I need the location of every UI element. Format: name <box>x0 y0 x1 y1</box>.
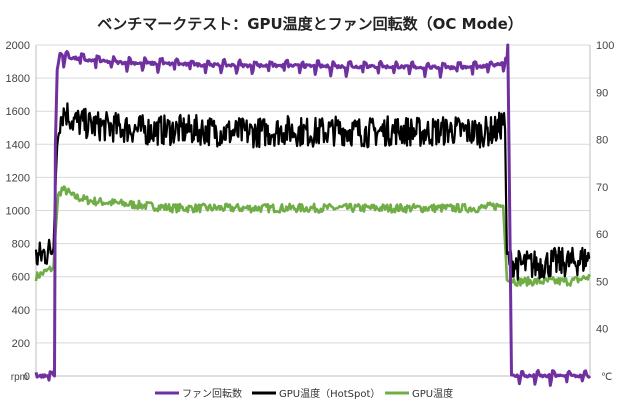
right-tick-label: 70 <box>596 182 608 194</box>
left-tick-label: 0 <box>24 371 30 383</box>
left-tick-label: 600 <box>12 272 30 284</box>
left-tick-label: 1800 <box>6 73 30 85</box>
right-tick-label: 80 <box>596 135 608 147</box>
legend: ファン回転数 GPU温度（HotSpot） GPU温度 <box>155 387 453 400</box>
gridlines <box>36 44 590 377</box>
axes: 0 200 400 600 800 1000 1200 1400 1600 1800 2000 40 5… <box>6 40 615 383</box>
series-line-0 <box>34 43 592 387</box>
right-tick-label: 90 <box>596 87 608 99</box>
left-tick-label: 1400 <box>6 139 30 151</box>
left-tick-label: 1000 <box>6 206 30 218</box>
right-tick-label: 60 <box>596 229 608 241</box>
chart-title: ベンチマークテスト：GPU温度とファン回転数（OC Mode） <box>97 15 523 33</box>
left-tick-label: 200 <box>12 338 30 350</box>
right-axis-unit: ℃ <box>601 372 612 383</box>
series-line-1 <box>34 102 591 281</box>
legend-label: ファン回転数 <box>182 387 242 400</box>
left-tick-label: 800 <box>12 239 30 251</box>
series-lines <box>34 43 592 387</box>
left-axis-unit: rpm <box>11 372 28 383</box>
right-tick-label: 40 <box>596 324 608 336</box>
left-tick-label: 400 <box>12 305 30 317</box>
right-tick-label: 100 <box>596 40 614 52</box>
legend-label: GPU温度 <box>412 387 453 400</box>
left-tick-label: 1200 <box>6 172 30 184</box>
left-tick-label: 1600 <box>6 106 30 118</box>
series-line-2 <box>34 185 592 287</box>
legend-label: GPU温度（HotSpot） <box>279 387 380 400</box>
left-tick-label: 2000 <box>6 40 30 52</box>
right-tick-label: 50 <box>596 276 608 288</box>
